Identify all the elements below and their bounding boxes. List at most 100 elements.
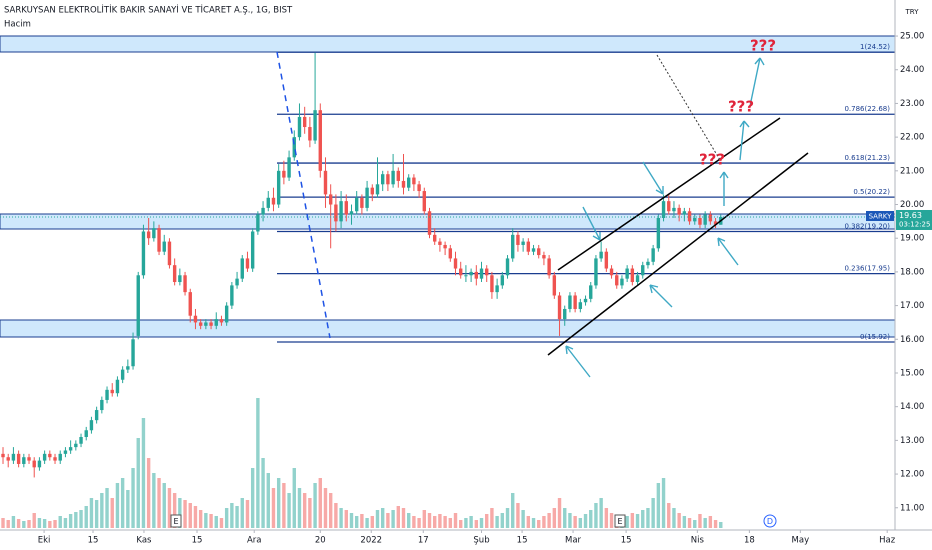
volume-bar xyxy=(256,398,260,528)
candle-body xyxy=(235,278,239,286)
candle-body xyxy=(344,201,348,215)
x-tick-label: Nis xyxy=(691,536,705,546)
fib-label: 0.786(22.68) xyxy=(844,105,890,113)
volume-bar xyxy=(318,478,322,528)
axes: 11.00 12.00 13.00 14.00 15.00 16.00 17.00 18.00… xyxy=(0,32,932,546)
volume-bar xyxy=(521,510,525,528)
candle-body xyxy=(365,187,369,208)
volume-bar xyxy=(552,508,557,528)
volume-bar xyxy=(58,516,62,528)
candle-body xyxy=(682,211,687,215)
volume-bar xyxy=(89,498,94,528)
candle-body xyxy=(438,241,442,245)
candle-body xyxy=(635,275,640,283)
x-tick-label: Şub xyxy=(473,536,489,546)
candle-body xyxy=(141,231,146,276)
volume-bar xyxy=(365,518,369,528)
volume-bar xyxy=(635,514,640,528)
volume-bar xyxy=(266,473,270,528)
candle-body xyxy=(615,275,619,286)
candle-body xyxy=(386,174,390,185)
candle-body xyxy=(250,231,255,269)
x-tick-label: 15 xyxy=(192,536,203,546)
candle-body xyxy=(48,453,52,458)
volume-bar xyxy=(292,468,296,528)
volume-bar xyxy=(79,510,83,528)
candle-body xyxy=(266,197,270,208)
candle-body xyxy=(276,170,281,205)
volume-bar xyxy=(495,516,499,528)
candle-body xyxy=(261,207,265,215)
event-marker[interactable]: D xyxy=(767,517,773,526)
candle-body xyxy=(578,302,583,309)
volume-bar xyxy=(11,516,16,528)
candle-body xyxy=(604,251,609,269)
candle-body xyxy=(412,177,416,185)
volume-bar xyxy=(547,513,551,528)
fib-levels: 1(24.52) 0.786(22.68) 0.618(21.23) 0.5(20.2… xyxy=(277,43,895,343)
volume-bar xyxy=(537,520,541,528)
volume-bar xyxy=(599,498,603,528)
candle-body xyxy=(703,214,707,225)
y-tick-label: 19.00 xyxy=(900,234,924,244)
candle-body xyxy=(552,275,557,296)
candle-body xyxy=(349,211,354,215)
x-tick-label: Ara xyxy=(247,536,262,546)
candle-body xyxy=(209,322,213,326)
volume-label: Hacim xyxy=(4,20,31,30)
candle-body xyxy=(583,298,588,303)
channel-line xyxy=(547,152,809,356)
volume-bar xyxy=(339,508,343,528)
candle-body xyxy=(318,110,322,171)
volume-bar xyxy=(703,518,707,528)
candle-body xyxy=(417,184,421,192)
candle-body xyxy=(302,116,307,128)
volume-bar xyxy=(500,513,505,528)
candle-body xyxy=(58,453,62,461)
candle-body xyxy=(282,170,286,178)
annotation: ??? xyxy=(728,98,754,116)
volume-bar xyxy=(219,518,224,528)
candle-body xyxy=(464,275,468,277)
volume-bar xyxy=(573,516,577,528)
volume-bar xyxy=(469,516,473,528)
countdown: 03:12:25 xyxy=(899,220,930,228)
event-box xyxy=(170,514,182,528)
candle-body xyxy=(396,170,400,181)
annotation: ??? xyxy=(699,151,725,169)
zone xyxy=(0,213,896,230)
trend-line xyxy=(656,54,721,161)
x-tick-label: 15 xyxy=(88,536,99,546)
volume-bar xyxy=(672,508,676,528)
volume-bar xyxy=(172,493,177,528)
event-marker[interactable]: E xyxy=(617,517,622,526)
candle-body xyxy=(224,305,229,323)
volume-bar xyxy=(646,508,650,528)
volume-bar xyxy=(661,478,666,528)
volume-bar xyxy=(563,508,567,528)
candle-body xyxy=(172,265,177,283)
volume-bar xyxy=(48,521,52,528)
event-box xyxy=(614,514,626,528)
candle-body xyxy=(713,221,718,225)
volume-bar xyxy=(594,503,598,528)
candle-body xyxy=(94,410,99,421)
volume-bar xyxy=(74,512,78,528)
candle-body xyxy=(620,278,624,286)
x-tick-label: Eki xyxy=(38,536,51,546)
candle-body xyxy=(27,457,31,461)
candle-body xyxy=(167,241,172,266)
candle-body xyxy=(661,201,666,218)
volume-bar xyxy=(589,510,593,528)
volume-bar xyxy=(485,514,489,528)
event-markers: E E D xyxy=(170,514,777,528)
candle-body xyxy=(516,234,520,245)
volume-bar xyxy=(68,514,73,528)
arrows xyxy=(565,57,765,378)
volume-bar xyxy=(131,468,135,528)
candle-body xyxy=(479,268,484,279)
arrow xyxy=(642,161,664,195)
volume-bar xyxy=(152,473,156,528)
event-marker[interactable]: E xyxy=(173,517,178,526)
candle-body xyxy=(641,265,645,276)
